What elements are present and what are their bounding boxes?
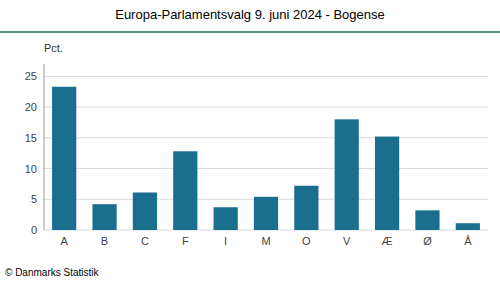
title-rule — [0, 31, 500, 33]
x-tick-label: Å — [464, 235, 472, 247]
chart: Europa-Parlamentsvalg 9. juni 2024 - Bog… — [0, 0, 500, 282]
grid-line — [44, 137, 488, 138]
x-tick-label: V — [343, 235, 351, 247]
x-tick-label: B — [101, 235, 108, 247]
x-tick-label: Æ — [382, 235, 393, 247]
x-tick-label: Ø — [423, 235, 432, 247]
bars — [52, 87, 480, 230]
bar — [173, 151, 197, 230]
bar — [254, 197, 278, 230]
grid-line — [44, 107, 488, 108]
x-tick-label: A — [61, 235, 69, 247]
bar — [456, 223, 480, 230]
y-tick-label: 25 — [25, 70, 37, 82]
grid-line — [44, 76, 488, 77]
chart-container: Europa-Parlamentsvalg 9. juni 2024 - Bog… — [0, 0, 500, 282]
y-axis-label: Pct. — [44, 42, 63, 54]
x-tick-label: C — [141, 235, 149, 247]
y-tick-label: 20 — [25, 101, 37, 113]
y-axis-line — [44, 64, 45, 230]
grid — [44, 76, 488, 230]
y-tick-label: 15 — [25, 132, 37, 144]
x-tick-label: F — [182, 235, 189, 247]
y-tick-label: 10 — [25, 163, 37, 175]
footer: © Danmarks Statistik — [5, 267, 100, 278]
y-tick-label: 5 — [31, 193, 37, 205]
x-tick-label: I — [224, 235, 227, 247]
x-tick-label: M — [261, 235, 270, 247]
x-tick-label: O — [302, 235, 311, 247]
bar — [294, 186, 318, 230]
bar — [52, 87, 76, 230]
bar — [415, 210, 439, 230]
bar — [214, 207, 238, 230]
bar — [92, 204, 116, 230]
bar — [375, 137, 399, 230]
grid-line — [44, 168, 488, 169]
title: Europa-Parlamentsvalg 9. juni 2024 - Bog… — [115, 7, 385, 22]
bar — [335, 119, 359, 230]
y-tick-label: 0 — [31, 224, 37, 236]
bar — [133, 192, 157, 230]
